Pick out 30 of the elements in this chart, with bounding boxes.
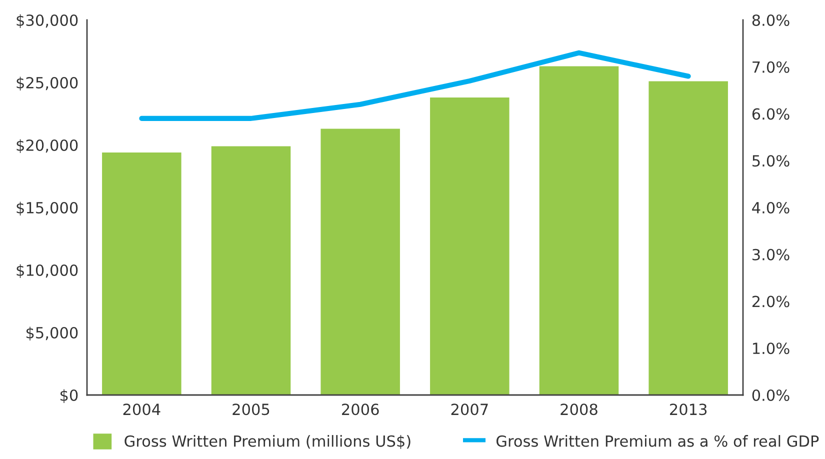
y2-tick-label: 8.0% — [752, 14, 790, 26]
bar — [211, 146, 291, 395]
x-tick-label: 2006 — [342, 404, 379, 416]
y2-tick-label: 3.0% — [752, 248, 790, 260]
y-tick-label: $0 — [60, 389, 78, 404]
bar — [102, 152, 182, 395]
bar — [648, 81, 728, 395]
y2-tick-label: 2.0% — [752, 296, 790, 308]
y2-tick-label: 7.0% — [752, 61, 790, 73]
x-tick-label: 2004 — [123, 404, 160, 416]
y2-tick-label: 5.0% — [752, 155, 790, 167]
y-tick-label: $15,000 — [16, 202, 78, 216]
legend-label: Gross Written Premium as a % of real GDP — [496, 435, 819, 447]
bar — [320, 128, 400, 395]
y2-tick-label: 0.0% — [752, 389, 790, 402]
x-tick-label: 2013 — [670, 404, 707, 416]
y-tick-label: $30,000 — [16, 14, 78, 28]
legend-label: Gross Written Premium (millions US$) — [124, 435, 410, 449]
y-tick-label: $10,000 — [16, 264, 78, 278]
x-tick-label: 2008 — [560, 404, 598, 416]
x-tick-label: 2005 — [232, 404, 270, 416]
y-tick-label: $20,000 — [16, 139, 78, 154]
bar — [539, 66, 619, 395]
y2-tick-label: 4.0% — [752, 202, 790, 214]
bar — [430, 98, 510, 395]
x-tick-label: 2007 — [451, 404, 488, 416]
y2-tick-label: 6.0% — [752, 108, 790, 120]
y-tick-label: $25,000 — [16, 76, 78, 91]
y2-tick-label: 1.0% — [753, 342, 790, 354]
y-tick-label: $5,000 — [26, 326, 78, 341]
